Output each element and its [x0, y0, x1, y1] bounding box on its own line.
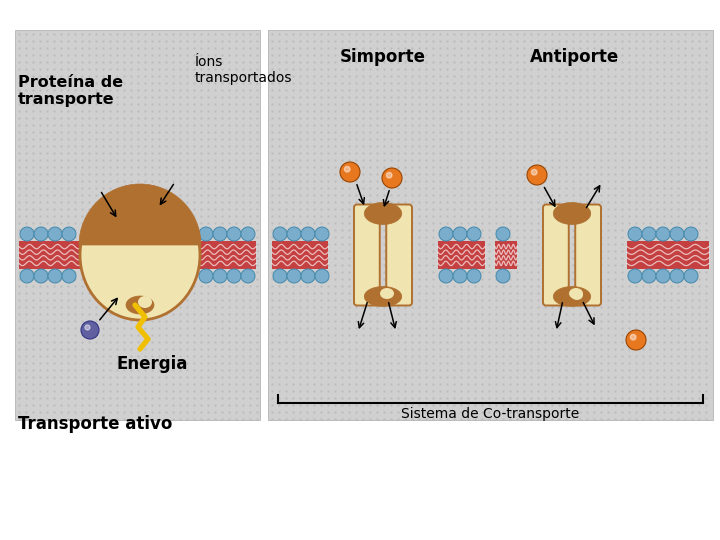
- Circle shape: [656, 269, 670, 283]
- Circle shape: [81, 321, 99, 339]
- Bar: [272, 241, 328, 269]
- Circle shape: [287, 227, 301, 241]
- Text: Energia: Energia: [117, 355, 188, 373]
- Circle shape: [48, 227, 62, 241]
- Ellipse shape: [126, 296, 154, 314]
- Circle shape: [62, 269, 76, 283]
- Bar: [268, 30, 713, 420]
- Circle shape: [439, 269, 453, 283]
- Circle shape: [48, 269, 62, 283]
- Circle shape: [34, 269, 48, 283]
- Circle shape: [527, 165, 547, 185]
- Circle shape: [20, 269, 34, 283]
- FancyBboxPatch shape: [386, 205, 412, 306]
- Circle shape: [273, 227, 287, 241]
- Circle shape: [213, 269, 227, 283]
- Text: Transporte ativo: Transporte ativo: [18, 415, 172, 433]
- Circle shape: [453, 269, 467, 283]
- Text: Sistema de Co-transporte: Sistema de Co-transporte: [401, 407, 579, 421]
- Text: Íons
transportados: Íons transportados: [195, 55, 292, 85]
- Circle shape: [301, 269, 315, 283]
- Ellipse shape: [553, 287, 590, 307]
- Circle shape: [227, 227, 241, 241]
- Circle shape: [227, 269, 241, 283]
- Circle shape: [273, 269, 287, 283]
- Ellipse shape: [380, 288, 394, 299]
- Circle shape: [631, 334, 636, 340]
- Circle shape: [684, 227, 698, 241]
- Circle shape: [467, 227, 481, 241]
- Circle shape: [199, 269, 213, 283]
- FancyBboxPatch shape: [543, 205, 569, 306]
- Bar: [438, 241, 485, 269]
- Circle shape: [626, 330, 646, 350]
- Ellipse shape: [80, 190, 200, 320]
- Ellipse shape: [364, 287, 402, 307]
- Bar: [198, 241, 256, 269]
- Circle shape: [344, 166, 350, 172]
- Ellipse shape: [560, 288, 584, 306]
- Bar: [495, 241, 517, 269]
- Circle shape: [531, 170, 537, 175]
- Ellipse shape: [571, 290, 583, 300]
- FancyBboxPatch shape: [354, 205, 379, 306]
- Circle shape: [241, 227, 255, 241]
- Circle shape: [496, 227, 510, 241]
- Circle shape: [340, 162, 360, 182]
- Circle shape: [496, 269, 510, 283]
- Circle shape: [684, 269, 698, 283]
- Ellipse shape: [569, 288, 583, 299]
- Circle shape: [467, 269, 481, 283]
- Bar: [19, 241, 82, 269]
- Circle shape: [642, 227, 656, 241]
- Circle shape: [315, 269, 329, 283]
- Text: Antiporte: Antiporte: [531, 48, 620, 66]
- Circle shape: [670, 269, 684, 283]
- Circle shape: [642, 269, 656, 283]
- Circle shape: [34, 227, 48, 241]
- Ellipse shape: [138, 296, 152, 308]
- Circle shape: [656, 227, 670, 241]
- Circle shape: [628, 227, 642, 241]
- Circle shape: [315, 227, 329, 241]
- Circle shape: [387, 172, 392, 178]
- Circle shape: [382, 168, 402, 188]
- Circle shape: [85, 325, 90, 330]
- Circle shape: [241, 269, 255, 283]
- FancyBboxPatch shape: [575, 205, 601, 306]
- Circle shape: [439, 227, 453, 241]
- Wedge shape: [79, 184, 201, 245]
- Text: Simporte: Simporte: [340, 48, 426, 66]
- Circle shape: [199, 227, 213, 241]
- Ellipse shape: [364, 202, 402, 225]
- Bar: [15, 30, 260, 420]
- Circle shape: [453, 227, 467, 241]
- Circle shape: [20, 227, 34, 241]
- Circle shape: [301, 227, 315, 241]
- Circle shape: [670, 227, 684, 241]
- Circle shape: [628, 269, 642, 283]
- Text: Proteína de
transporte: Proteína de transporte: [18, 75, 123, 107]
- Bar: [627, 241, 709, 269]
- Circle shape: [287, 269, 301, 283]
- Circle shape: [62, 227, 76, 241]
- Circle shape: [213, 227, 227, 241]
- Ellipse shape: [553, 202, 590, 225]
